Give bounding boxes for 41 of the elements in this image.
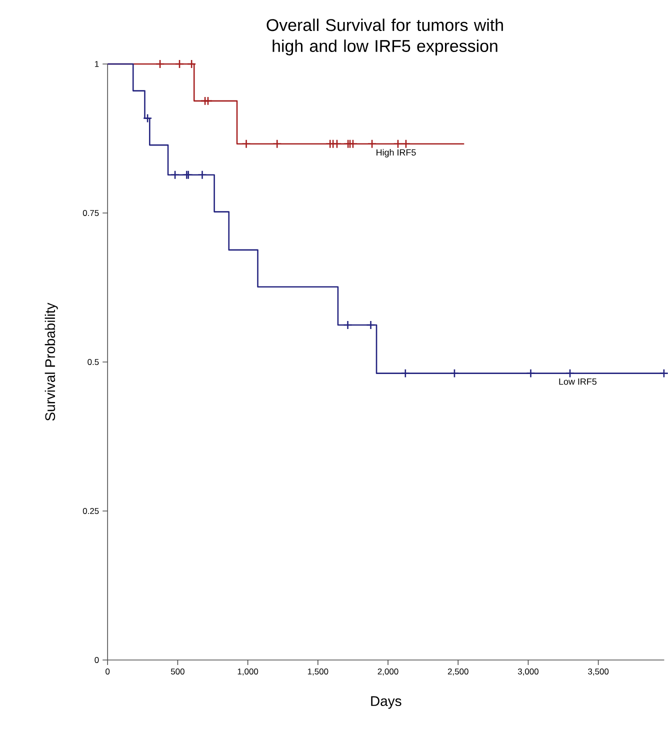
y-tick-label: 1 xyxy=(95,61,99,67)
x-tick-label: 2,500 xyxy=(448,668,468,676)
x-tick-label: 500 xyxy=(171,668,184,674)
point xyxy=(450,368,460,378)
y-tick-label: 0.25 xyxy=(82,508,99,514)
point xyxy=(272,139,282,148)
x-tick-label: 3,000 xyxy=(518,668,539,676)
point xyxy=(565,368,575,378)
point xyxy=(182,170,192,180)
point xyxy=(198,170,207,180)
point xyxy=(659,368,668,378)
point xyxy=(155,59,165,69)
y-tick-label: 0.5 xyxy=(88,359,99,365)
series-label: Low IRF5 xyxy=(559,378,597,385)
point xyxy=(366,320,376,330)
y-tick-label: 0 xyxy=(94,657,99,663)
point xyxy=(184,170,194,180)
point xyxy=(367,139,377,148)
point xyxy=(526,368,536,378)
y-tick-label: 0.75 xyxy=(82,210,99,216)
point xyxy=(332,139,342,148)
point xyxy=(186,59,196,69)
point xyxy=(393,139,403,148)
x-axis-title: Days xyxy=(371,696,402,709)
x-tick-label: 3,500 xyxy=(588,668,609,676)
series-label: High IRF5 xyxy=(376,149,416,158)
point xyxy=(242,139,251,148)
point xyxy=(174,59,184,69)
chart-title: Overall Survival for tumors with high and low IRF5 expression xyxy=(266,18,503,56)
point xyxy=(400,368,410,378)
point xyxy=(203,96,213,106)
x-tick-label: 0 xyxy=(106,668,110,674)
y-axis-title: Survival Probability xyxy=(44,302,58,421)
point xyxy=(343,320,352,330)
point xyxy=(142,114,152,123)
point xyxy=(401,139,411,148)
point xyxy=(170,170,180,180)
x-tick-label: 1,000 xyxy=(238,668,258,676)
point xyxy=(348,139,358,148)
x-tick-label: 2,000 xyxy=(378,668,398,676)
x-tick-label: 1,500 xyxy=(308,668,328,676)
